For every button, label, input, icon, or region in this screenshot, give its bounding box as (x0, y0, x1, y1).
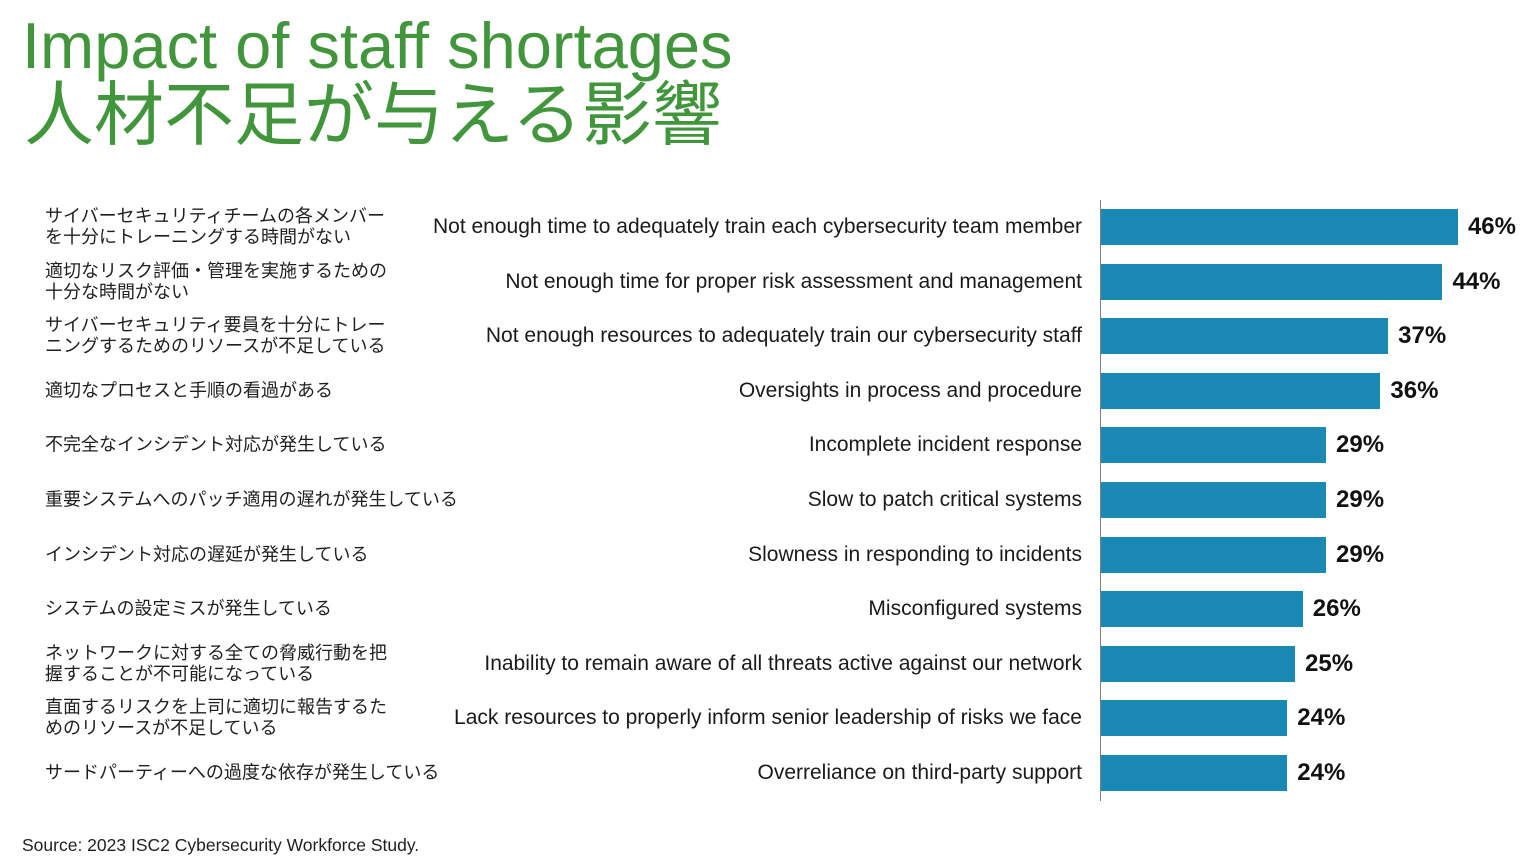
bar-row-1: サイバーセキュリティチームの各メンバー を十分にトレーニングする時間がない Not … (0, 200, 1536, 254)
data-label-value: 24 (1297, 704, 1324, 732)
data-label-value: 24 (1297, 759, 1324, 786)
bar-row-6: 重要システムへのパッチ適用の遅れが発生している Slow to patch cri… (0, 473, 1536, 527)
data-label-value: 29 (1336, 486, 1363, 513)
bar-row-9: ネットワークに対する全ての脅威行動を把 握することが不可能になっている Inabil… (0, 637, 1536, 691)
category-label-ja-line: 握することが不可能になっている (45, 663, 315, 685)
bar-2 (1101, 263, 1443, 300)
data-label-unit: % (1479, 267, 1501, 295)
bar-8 (1101, 591, 1303, 628)
category-label-9: Inability to remain aware of all threats… (484, 651, 1082, 675)
category-label-ja-10: 直面するリスクを上司に適切に報告するた めのリソースが不足している (45, 697, 387, 739)
data-label-value: 29 (1336, 431, 1363, 459)
bar-5 (1101, 427, 1327, 464)
chart-subtitle-ja: 人材不足が与える影響 (24, 74, 722, 156)
category-label-11: Overreliance on third-party support (757, 761, 1083, 784)
category-label-ja-9: ネットワークに対する全ての脅威行動を把 握することが不可能になっている (45, 643, 387, 685)
category-label-ja-4: 適切なプロセスと手順の看過がある (45, 380, 333, 401)
category-label-ja-11: サードパーティーへの過度な依存が発生している (45, 763, 439, 784)
data-label-10: 24% (1297, 704, 1345, 732)
category-label-ja-line: サイバーセキュリティチームの各メンバー (45, 206, 386, 227)
bar-row-10: 直面するリスクを上司に適切に報告するた めのリソースが不足している Lack res… (0, 691, 1536, 745)
bar-7 (1101, 536, 1327, 573)
chart-title: Impact of staff shortages (22, 9, 733, 82)
source-note: Source: 2023 ISC2 Cybersecurity Workforc… (22, 835, 420, 855)
bar-11 (1101, 755, 1288, 791)
category-label-ja-line: インシデント対応の遅延が発生している (45, 544, 369, 566)
category-label-8: Misconfigured systems (868, 597, 1082, 621)
category-label-ja-line: サイバーセキュリティ要員を十分にトレー (45, 315, 386, 337)
data-label-1: 46% (1468, 213, 1516, 241)
data-label-value: 36 (1390, 376, 1418, 404)
category-label-ja-line: ニングするためのリソースが不足している (45, 336, 386, 358)
data-label-5: 29% (1336, 431, 1384, 459)
data-label-value: 26 (1312, 595, 1340, 623)
bar-row-11: サードパーティーへの過度な依存が発生している Overreliance on th… (0, 746, 1536, 800)
data-label-unit: % (1424, 322, 1447, 350)
data-label-value: 44 (1452, 267, 1480, 295)
bar-9 (1101, 645, 1295, 682)
category-label-ja-3: サイバーセキュリティ要員を十分にトレー ニングするためのリソースが不足している (45, 315, 386, 357)
category-label-2: Not enough time for proper risk assessme… (505, 269, 1082, 293)
category-label-4: Oversights in process and procedure (738, 378, 1082, 402)
bar-4 (1101, 372, 1381, 409)
category-label-3: Not enough resources to adequately train… (485, 324, 1082, 348)
category-label-ja-6: 重要システムへのパッチ適用の遅れが発生している (45, 490, 458, 511)
data-label-8: 26% (1313, 595, 1361, 623)
data-label-unit: % (1323, 759, 1346, 786)
bar-row-3: サイバーセキュリティ要員を十分にトレー ニングするためのリソースが不足している No… (0, 309, 1536, 363)
data-label-value: 25 (1305, 649, 1332, 677)
bar-row-2: 適切なリスク評価・管理を実施するための 十分な時間がない Not enough ti… (0, 255, 1536, 309)
data-label-unit: % (1362, 540, 1385, 568)
bar-1 (1101, 209, 1458, 245)
category-label-ja-line: 適切なプロセスと手順の看過がある (45, 380, 333, 402)
category-label-5: Incomplete incident response (808, 433, 1082, 457)
category-label-ja-line: 適切なリスク評価・管理を実施するための (45, 260, 387, 282)
category-label-ja-2: 適切なリスク評価・管理を実施するための 十分な時間がない (45, 261, 387, 303)
data-label-7: 29% (1336, 541, 1384, 569)
category-label-ja-line: システムの設定ミスが発生している (45, 598, 332, 620)
data-label-2: 44% (1452, 268, 1500, 296)
category-label-ja-line: サードパーティーへの過度な依存が発生している (45, 762, 440, 784)
data-label-value: 46 (1467, 213, 1495, 240)
data-label-6: 29% (1336, 486, 1384, 514)
data-label-unit: % (1331, 649, 1354, 677)
data-label-3: 37% (1398, 322, 1446, 350)
category-label-ja-line: 十分な時間がない (45, 281, 189, 303)
category-label-ja-line: 重要システムへのパッチ適用の遅れが発生している (45, 489, 458, 511)
category-label-ja-line: めのリソースが不足している (45, 718, 278, 740)
data-label-value: 37 (1398, 322, 1425, 350)
bar-row-5: 不完全なインシデント対応が発生している Incomplete incident r… (0, 418, 1536, 472)
category-label-ja-7: インシデント対応の遅延が発生している (45, 544, 368, 565)
category-label-ja-line: を十分にトレーニングする時間がない (45, 227, 351, 248)
category-label-1: Not enough time to adequately train each… (432, 215, 1082, 238)
data-label-9: 25% (1305, 650, 1353, 678)
data-label-unit: % (1494, 213, 1516, 240)
bar-row-4: 適切なプロセスと手順の看過がある Oversights in process an… (0, 364, 1536, 418)
category-label-6: Slow to patch critical systems (807, 488, 1082, 511)
bar-3 (1101, 318, 1389, 355)
data-label-4: 36% (1390, 377, 1438, 405)
data-label-unit: % (1339, 595, 1361, 623)
category-label-ja-5: 不完全なインシデント対応が発生している (45, 435, 386, 456)
category-label-ja-1: サイバーセキュリティチームの各メンバー を十分にトレーニングする時間がない (45, 206, 385, 248)
data-label-11: 24% (1297, 759, 1345, 787)
bar-10 (1101, 700, 1288, 737)
bar-row-8: システムの設定ミスが発生している Misconfigured systems 26% (0, 582, 1536, 636)
category-label-ja-line: 直面するリスクを上司に適切に報告するた (45, 697, 387, 719)
category-label-ja-8: システムの設定ミスが発生している (45, 599, 332, 620)
data-label-unit: % (1362, 431, 1385, 459)
data-label-unit: % (1417, 376, 1439, 404)
data-label-unit: % (1323, 704, 1346, 732)
category-label-ja-line: ネットワークに対する全ての脅威行動を把 (45, 642, 387, 664)
bar-row-7: インシデント対応の遅延が発生している Slowness in responding… (0, 528, 1536, 582)
category-axis-line (1100, 200, 1101, 801)
data-label-unit: % (1362, 486, 1385, 513)
category-label-10: Lack resources to properly inform senior… (454, 706, 1082, 730)
data-label-value: 29 (1336, 540, 1363, 568)
bar-6 (1101, 482, 1327, 518)
category-label-7: Slowness in responding to incidents (748, 542, 1082, 566)
category-label-ja-line: 不完全なインシデント対応が発生している (45, 434, 387, 456)
